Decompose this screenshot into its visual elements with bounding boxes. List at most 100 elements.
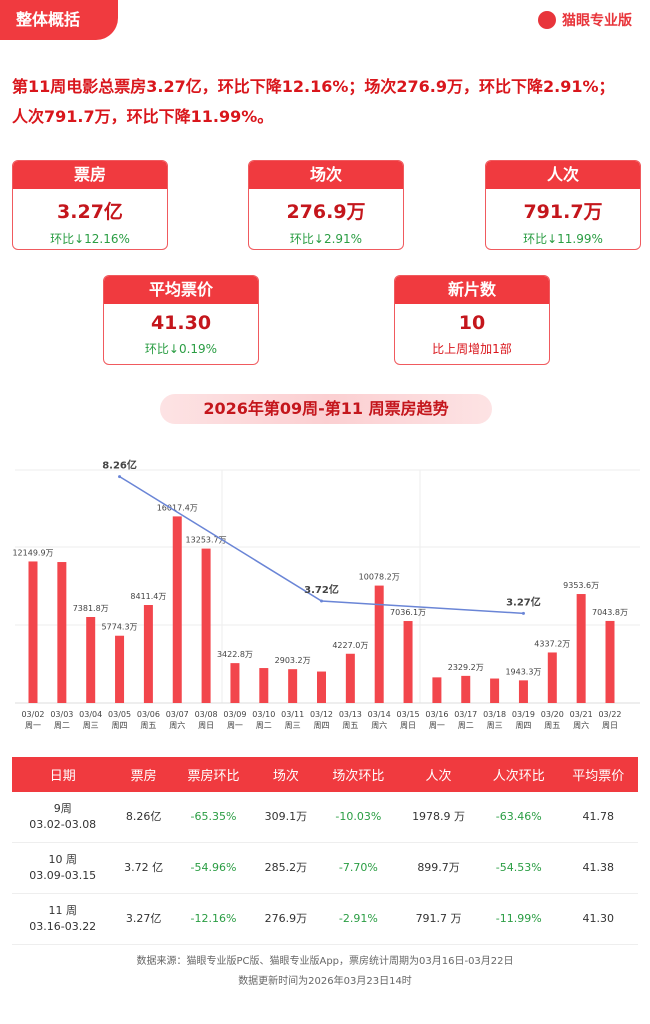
column-header: 日期 [12, 757, 114, 792]
bar-label: 4337.2万 [534, 639, 570, 648]
kpi-change: 环比↓12.16% [50, 232, 130, 246]
x-tick-label: 03/07 [166, 710, 189, 719]
bar [28, 561, 38, 703]
bar-label: 8411.4万 [130, 592, 166, 601]
x-tick-weekday: 周四 [112, 721, 128, 730]
bar-label: 7381.8万 [73, 604, 109, 613]
bar-label: 7036.1万 [390, 608, 426, 617]
bar [576, 594, 586, 703]
chart-title: 2026年第09周-第11 周票房趋势 [160, 394, 492, 424]
x-tick-weekday: 周五 [140, 721, 156, 730]
x-tick-weekday: 周六 [169, 720, 185, 730]
bar-label: 16017.4万 [157, 503, 198, 512]
x-tick-label: 03/19 [512, 710, 535, 719]
footer-note: 数据来源：猫眼专业版PC版、猫眼专业版App，票房统计周期为03月16日-03月… [136, 956, 514, 967]
chart: 03/02 周一 03/03 周二 03/04 周三 03/05 周四 03/06 周五 03/07… [12, 459, 640, 730]
kpi-card: 场次 276.9万环比↓2.91% [248, 160, 404, 250]
kpi-title: 新片数 [395, 276, 549, 304]
date-cell: 11 周 03.16-03.22 [12, 893, 114, 945]
cell: 41.38 [558, 842, 638, 894]
column-header: 人次 [398, 757, 480, 792]
x-tick-label: 03/12 [310, 710, 333, 719]
x-tick-weekday: 周三 [83, 721, 99, 730]
kpi-value: 791.7万 [523, 201, 603, 223]
cell: -63.46% [479, 792, 559, 843]
table-header: 日期 票房 票房环比 场次 场次环比 人次 人次环比 平均票价 [12, 757, 638, 792]
date-range: 03.02-03.08 [29, 818, 97, 831]
x-tick-label: 03/09 [223, 710, 246, 719]
cell: 285.2万 [253, 842, 319, 894]
bar [143, 605, 153, 703]
bar-label: 1943.3万 [505, 667, 541, 676]
kpi-card: 新片数 10 比上周增加1部 [394, 275, 550, 365]
cell: 3.27亿 [113, 893, 174, 945]
kpi-card: 人次 791.7万 环比↓11.99% [485, 160, 641, 250]
date-range: 03.16-03.22 [29, 920, 97, 933]
bar [201, 548, 211, 703]
bar [605, 620, 615, 703]
bar-label: 2329.2万 [448, 663, 484, 672]
trend-point [320, 599, 323, 603]
bar-label: 7043.8万 [592, 608, 628, 617]
column-header: 平均票价 [558, 757, 638, 792]
bar-label: 13253.7万 [186, 536, 227, 545]
logo: 猫眼专业版 [538, 10, 632, 30]
trend-label: 3.27亿 [506, 595, 541, 608]
bar-label: 12149.9万 [12, 548, 53, 557]
bar [230, 663, 240, 703]
x-tick-weekday: 周一 [227, 721, 243, 730]
week: 10 周 [48, 853, 77, 866]
x-tick-label: 03/05 [108, 710, 131, 719]
x-tick-weekday: 周六 [573, 720, 589, 730]
trend-point [118, 475, 122, 479]
x-tick-weekday: 周五 [544, 721, 560, 730]
date-cell: 10 周 03.09-03.15 [12, 842, 114, 894]
cell: -54.53% [479, 842, 559, 894]
bar [115, 635, 125, 703]
bar [403, 621, 413, 703]
x-tick-weekday: 周一 [25, 721, 41, 730]
x-tick-label: 03/10 [252, 710, 275, 719]
cell: 899.7万 [398, 842, 480, 894]
x-tick-weekday: 周三 [487, 721, 503, 730]
table: 日期 票房 票房环比 场次 场次环比 人次 人次环比 平均票价 9周 03.02-03.08 8.2… [12, 757, 638, 945]
x-tick-label: 03/13 [339, 710, 362, 719]
kpi-value: 10 [458, 312, 486, 334]
x-tick-label: 03/02 [21, 710, 44, 719]
x-tick-label: 03/15 [397, 710, 420, 719]
kpi-card: 平均票价 41.30 环比↓0.19% [103, 275, 259, 365]
cell: 309.1万 [253, 792, 319, 843]
kpi-change: 环比↓0.19% [144, 342, 218, 356]
x-tick-weekday: 周二 [458, 721, 474, 730]
bar-label: 3422.8万 [217, 650, 253, 659]
tab: 整体概括 [0, 0, 118, 40]
kpi-title: 场次 [249, 161, 403, 189]
cell: -11.99% [479, 893, 559, 945]
x-tick-weekday: 周四 [515, 721, 531, 730]
kpi-change: 环比↓2.91% [289, 232, 363, 246]
x-tick-label: 03/22 [598, 710, 621, 719]
bar [259, 668, 269, 703]
cell: -65.35% [173, 792, 254, 843]
bar-label: 9353.6万 [563, 581, 599, 590]
cell: -54.96% [173, 842, 254, 894]
x-tick-weekday: 周日 [602, 721, 618, 730]
kpi-title: 人次 [486, 161, 640, 189]
cell: -10.03% [318, 792, 399, 843]
x-tick-label: 03/14 [368, 710, 391, 719]
x-tick-weekday: 周二 [256, 721, 272, 730]
bar-label: 4227.0万 [332, 641, 368, 650]
kpi-title: 票房 [13, 161, 167, 189]
x-tick-weekday: 周日 [198, 721, 214, 730]
trend-label: 8.26亿 [102, 459, 137, 472]
column-header: 场次 [253, 757, 319, 792]
bar-label: 10078.2万 [359, 573, 400, 582]
trend-label: 3.72亿 [304, 583, 339, 596]
kpi-value: 276.9万 [286, 201, 366, 223]
bar [317, 671, 326, 703]
cell: 3.72 亿 [113, 842, 174, 894]
column-header: 票房环比 [173, 757, 254, 792]
date-cell: 9周 03.02-03.08 [12, 792, 114, 843]
kpi-value: 41.30 [150, 312, 212, 334]
cell: 791.7 万 [398, 893, 480, 945]
